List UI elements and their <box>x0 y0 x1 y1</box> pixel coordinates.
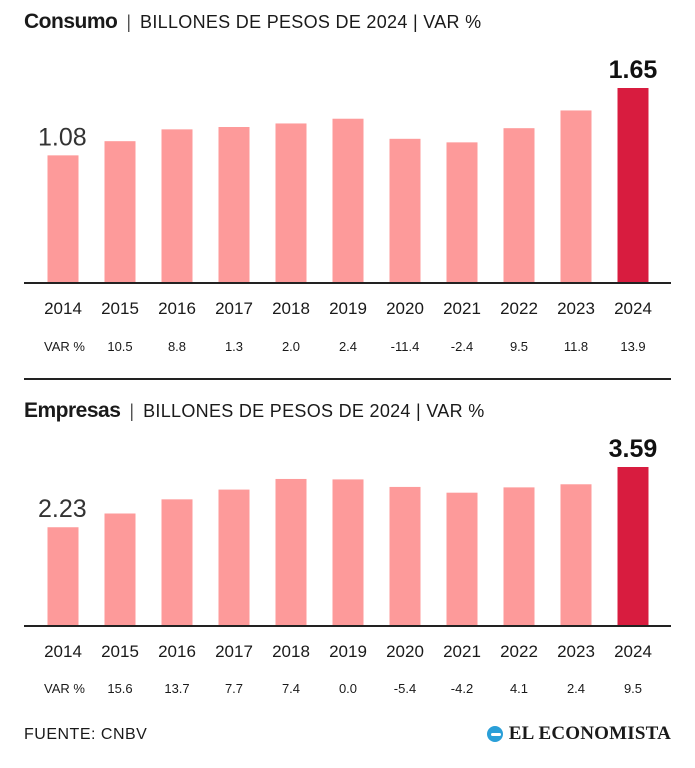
var-value: 7.4 <box>282 681 300 696</box>
x-tick-label: 2024 <box>614 299 652 318</box>
bar-2015 <box>104 513 136 626</box>
bar-2021 <box>446 142 478 283</box>
x-tick-label: 2020 <box>386 299 424 318</box>
bar-2023 <box>560 484 592 626</box>
x-tick-label: 2020 <box>386 642 424 661</box>
x-tick-label: 2019 <box>329 642 367 661</box>
consumo-title-main: Consumo <box>24 10 118 33</box>
x-tick-label: 2018 <box>272 642 310 661</box>
var-value: 7.7 <box>225 681 243 696</box>
bar-2021 <box>446 492 478 626</box>
bar-2019 <box>332 479 364 626</box>
last-value-label: 1.65 <box>609 56 658 84</box>
var-value: 15.6 <box>107 681 132 696</box>
bar-2016 <box>161 129 193 283</box>
empresas-title: Empresas | BILLONES DE PESOS DE 2024 | V… <box>24 399 485 423</box>
empresas-title-main: Empresas <box>24 399 121 422</box>
first-value-label: 2.23 <box>38 495 87 523</box>
source-note: FUENTE: CNBV <box>24 726 148 743</box>
x-tick-label: 2017 <box>215 299 253 318</box>
var-value: -2.4 <box>451 339 473 354</box>
bar-2022 <box>503 487 535 626</box>
x-tick-label: 2021 <box>443 299 481 318</box>
consumo-chart: 2014 2015 10.5 2016 8.8 2017 1.3 2018 2.0 2019 2.4… <box>24 56 671 354</box>
consumo-title: Consumo | BILLONES DE PESOS DE 2024 | VA… <box>24 10 481 34</box>
title-separator: | <box>129 401 135 421</box>
title-separator: | <box>126 12 132 32</box>
x-tick-label: 2023 <box>557 299 595 318</box>
bar-2024 <box>617 88 649 283</box>
var-value: 13.9 <box>620 339 645 354</box>
var-value: 10.5 <box>107 339 132 354</box>
x-tick-label: 2018 <box>272 299 310 318</box>
var-value: 13.7 <box>164 681 189 696</box>
bar-2024 <box>617 467 649 626</box>
last-value-label: 3.59 <box>609 435 658 463</box>
x-tick-label: 2024 <box>614 642 652 661</box>
el-economista-logo-icon <box>486 726 503 742</box>
var-value: 9.5 <box>624 681 642 696</box>
empresas-subtitle: BILLONES DE PESOS DE 2024 | VAR % <box>143 401 485 421</box>
empresas-chart: 2014 2015 15.6 2016 13.7 2017 7.7 2018 7.4 2019 0.… <box>24 435 671 696</box>
x-tick-label: 2022 <box>500 299 538 318</box>
panel-divider <box>24 378 671 380</box>
var-value: 2.4 <box>567 681 585 696</box>
x-tick-label: 2016 <box>158 299 196 318</box>
x-tick-label: 2019 <box>329 299 367 318</box>
bar-2017 <box>218 127 250 283</box>
x-tick-label: 2017 <box>215 642 253 661</box>
x-tick-label: 2022 <box>500 642 538 661</box>
var-value: 2.4 <box>339 339 357 354</box>
var-value: 11.8 <box>564 339 588 354</box>
bar-2014 <box>47 155 79 283</box>
var-value: 4.1 <box>510 681 528 696</box>
bar-2018 <box>275 123 307 283</box>
bar-2014 <box>47 527 79 626</box>
x-tick-label: 2021 <box>443 642 481 661</box>
var-value: 0.0 <box>339 681 357 696</box>
var-value: 1.3 <box>225 339 243 354</box>
var-value: 9.5 <box>510 339 528 354</box>
var-value: -4.2 <box>451 681 473 696</box>
brand-logo: EL ECONOMISTA <box>486 723 671 745</box>
bar-2016 <box>161 499 193 626</box>
x-tick-label: 2023 <box>557 642 595 661</box>
var-row-label: VAR % <box>44 681 85 696</box>
var-row-label: VAR % <box>44 339 85 354</box>
bar-2018 <box>275 478 307 626</box>
consumo-subtitle: BILLONES DE PESOS DE 2024 | VAR % <box>140 12 482 32</box>
bar-2020 <box>389 138 421 283</box>
bar-2023 <box>560 110 592 283</box>
brand-name: EL ECONOMISTA <box>508 723 671 744</box>
x-tick-label: 2014 <box>44 642 82 661</box>
var-value: -5.4 <box>394 681 416 696</box>
var-value: 8.8 <box>168 339 186 354</box>
x-tick-label: 2015 <box>101 642 139 661</box>
bar-2019 <box>332 118 364 284</box>
x-tick-label: 2015 <box>101 299 139 318</box>
x-tick-label: 2016 <box>158 642 196 661</box>
x-tick-label: 2014 <box>44 299 82 318</box>
bar-2017 <box>218 489 250 626</box>
bar-2015 <box>104 141 136 283</box>
bar-2022 <box>503 128 535 283</box>
var-value: 2.0 <box>282 339 300 354</box>
first-value-label: 1.08 <box>38 123 87 151</box>
var-value: -11.4 <box>391 339 420 354</box>
bar-2020 <box>389 486 421 626</box>
